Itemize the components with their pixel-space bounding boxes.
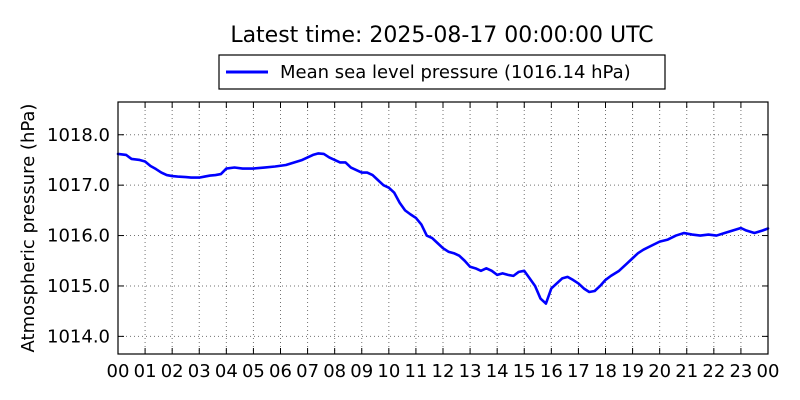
x-tick-label: 22 (702, 361, 725, 382)
x-tick-label: 15 (513, 361, 536, 382)
x-tick-label: 23 (729, 361, 752, 382)
x-tick-label: 13 (459, 361, 482, 382)
series-line-pressure (116, 152, 770, 305)
plot-area (117, 101, 769, 355)
y-tick-label: 1016.0 (47, 226, 110, 247)
x-tick-label: 20 (648, 361, 671, 382)
x-tick-label: 11 (404, 361, 427, 382)
x-tick-label: 19 (621, 361, 644, 382)
x-tick-label: 16 (540, 361, 563, 382)
grid (118, 102, 768, 354)
x-tick-label: 00 (107, 361, 130, 382)
x-tick-label: 04 (215, 361, 238, 382)
x-tick-label: 17 (567, 361, 590, 382)
y-axis-label: Atmospheric pressure (hPa) (18, 104, 39, 353)
x-tick-label: 06 (269, 361, 292, 382)
y-tick-label: 1017.0 (47, 175, 110, 196)
x-tick-label: 00 (757, 361, 780, 382)
x-tick-label: 08 (323, 361, 346, 382)
chart-title: Latest time: 2025-08-17 00:00:00 UTC (230, 23, 653, 48)
series-layer (116, 152, 770, 305)
y-tick-label: 1018.0 (47, 125, 110, 146)
x-tick-label: 14 (486, 361, 509, 382)
x-tick-label: 02 (161, 361, 184, 382)
legend: Mean sea level pressure (1016.14 hPa) (218, 54, 666, 90)
x-tick-labels: 00 01 02 03 04 05 06 07 08 09 10 11 12 13 14 15 16 17 18 19… (107, 361, 780, 382)
x-tick-label: 21 (675, 361, 698, 382)
y-tick-label: 1015.0 (47, 276, 110, 297)
y-tick-labels: 1014.0 1015.0 1016.0 1017.0 1018.0 (47, 125, 110, 348)
legend-label: Mean sea level pressure (1016.14 hPa) (280, 62, 631, 83)
ticks (117, 102, 769, 354)
x-tick-label: 10 (377, 361, 400, 382)
x-tick-label: 03 (188, 361, 211, 382)
x-tick-label: 18 (594, 361, 617, 382)
x-tick-label: 09 (350, 361, 373, 382)
x-tick-label: 01 (134, 361, 157, 382)
y-tick-label: 1014.0 (47, 326, 110, 347)
legend-box (218, 54, 666, 90)
x-tick-label: 12 (432, 361, 455, 382)
x-tick-label: 05 (242, 361, 265, 382)
x-tick-label: 07 (296, 361, 319, 382)
